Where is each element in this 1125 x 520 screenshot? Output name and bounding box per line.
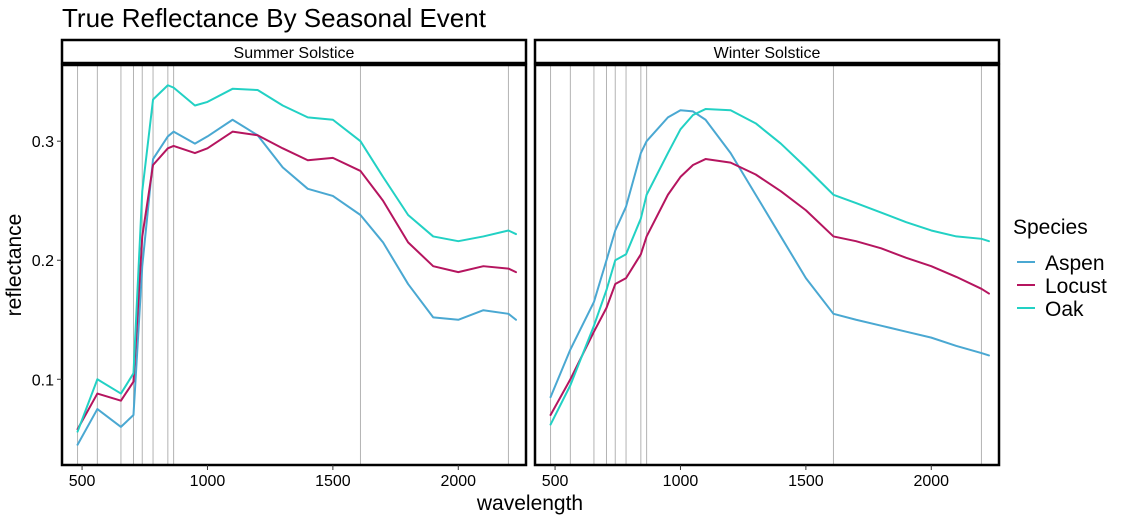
panel-summer-solstice: Summer Solstice 500 1000 1500 2000	[60, 38, 528, 490]
strip-box-winter	[533, 38, 1001, 65]
x-axis-summer: 500 1000 1500 2000	[69, 465, 476, 490]
strip-box-summer	[60, 38, 528, 65]
x-tick-label: 1000	[190, 473, 226, 490]
band-lines-winter	[550, 65, 982, 465]
y-axis-title: reflectance	[3, 214, 26, 317]
x-tick-label: 500	[69, 473, 96, 490]
legend-label-aspen: Aspen	[1045, 252, 1105, 275]
y-tick-label: 0.1	[32, 372, 54, 389]
chart-title: True Reflectance By Seasonal Event	[62, 3, 487, 33]
panel-winter-solstice: Winter Solstice 500 1000 1500 2000	[533, 38, 1001, 490]
series-line-locust	[76, 130, 517, 431]
panel-border-summer	[60, 63, 528, 467]
x-tick-label: 2000	[913, 473, 949, 490]
x-tick-label: 1000	[663, 473, 699, 490]
legend-label-locust: Locust	[1045, 275, 1107, 298]
strip-label-winter: Winter Solstice	[714, 45, 821, 62]
y-axis: 0.1 0.2 0.3	[32, 134, 62, 389]
x-tick-label: 2000	[440, 473, 476, 490]
legend-label-oak: Oak	[1045, 298, 1084, 321]
series-line-locust	[549, 158, 990, 416]
y-tick-label: 0.2	[32, 253, 54, 270]
series-line-aspen	[76, 118, 517, 446]
legend-title: Species	[1013, 216, 1088, 239]
y-tick-label: 0.3	[32, 134, 54, 151]
strip-label-summer: Summer Solstice	[234, 45, 355, 62]
panel-border-winter	[533, 63, 1001, 467]
x-tick-label: 1500	[788, 473, 824, 490]
series-line-oak	[76, 84, 517, 433]
series-lines-summer	[76, 84, 517, 446]
series-line-aspen	[549, 109, 990, 399]
x-axis-title: wavelength	[476, 492, 583, 515]
series-line-oak	[549, 108, 990, 426]
x-tick-label: 1500	[315, 473, 351, 490]
series-lines-winter	[549, 108, 990, 426]
x-axis-winter: 500 1000 1500 2000	[542, 465, 949, 490]
x-tick-label: 500	[542, 473, 569, 490]
